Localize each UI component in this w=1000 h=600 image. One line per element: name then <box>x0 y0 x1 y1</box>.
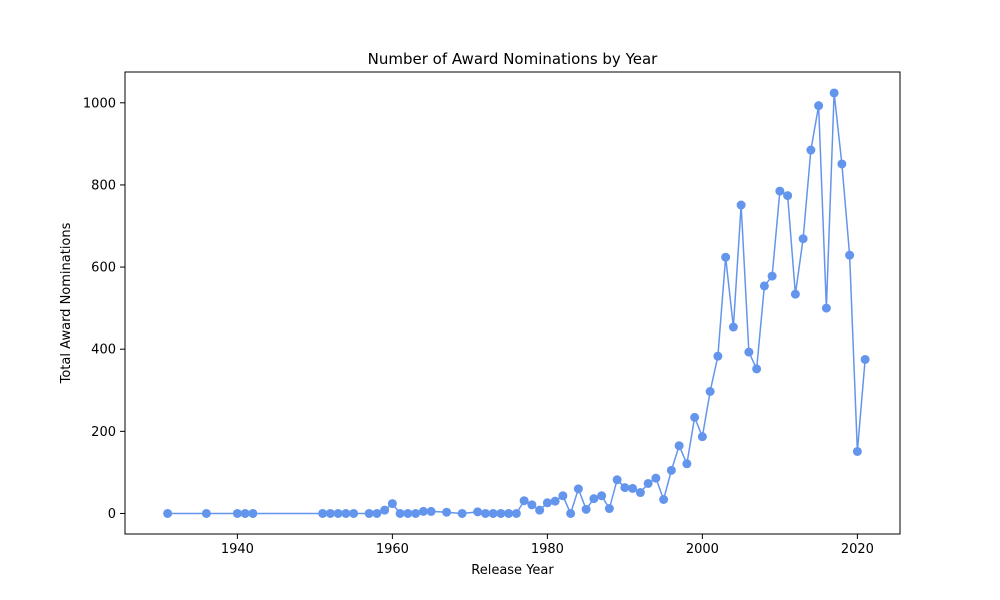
data-point <box>783 191 793 201</box>
data-point <box>473 507 483 517</box>
data-point <box>643 478 653 488</box>
data-point <box>806 145 816 155</box>
data-point <box>589 494 599 504</box>
x-tick-label: 2020 <box>841 542 874 557</box>
y-tick-label: 800 <box>91 178 116 193</box>
data-point <box>333 508 343 518</box>
data-point <box>380 505 390 515</box>
data-point <box>558 491 568 501</box>
data-point <box>511 508 521 518</box>
data-point <box>519 496 529 506</box>
data-point <box>821 303 831 313</box>
data-point <box>426 506 436 516</box>
data-point <box>442 507 452 517</box>
data-point <box>232 508 242 518</box>
data-point <box>403 508 413 518</box>
data-point <box>240 508 250 518</box>
data-point <box>728 322 738 332</box>
data-point <box>767 271 777 281</box>
x-tick-label: 1960 <box>376 542 409 557</box>
data-point <box>775 186 785 196</box>
data-point <box>682 459 692 469</box>
data-point <box>341 508 351 518</box>
data-point <box>612 475 622 485</box>
x-axis-ticks: 1940 1960 1980 2000 2020 <box>221 534 874 557</box>
data-point <box>759 281 769 291</box>
y-tick-label: 600 <box>91 261 116 276</box>
data-point <box>829 88 839 98</box>
data-point <box>581 504 591 514</box>
data-point <box>721 252 731 262</box>
data-point <box>752 364 762 374</box>
data-point <box>550 496 560 506</box>
data-point <box>573 484 583 494</box>
data-point <box>504 508 514 518</box>
x-axis-title: Release Year <box>471 563 554 578</box>
data-point <box>852 446 862 456</box>
data-point <box>248 508 258 518</box>
x-tick-label: 2000 <box>686 542 719 557</box>
data-point <box>790 289 800 299</box>
data-point <box>163 508 173 518</box>
y-tick-label: 0 <box>108 507 116 522</box>
data-point <box>597 491 607 501</box>
data-point <box>418 506 428 516</box>
data-point <box>690 412 700 422</box>
data-point <box>535 505 545 515</box>
chart-title: Number of Award Nominations by Year <box>368 50 659 68</box>
y-tick-label: 200 <box>91 425 116 440</box>
data-point <box>364 508 374 518</box>
data-point <box>674 441 684 451</box>
data-point <box>666 465 676 475</box>
data-point <box>635 488 645 498</box>
y-axis-title: Total Award Nominations <box>59 222 74 384</box>
data-point <box>697 432 707 442</box>
data-point <box>395 508 405 518</box>
data-point <box>604 504 614 514</box>
plot-area <box>125 72 900 534</box>
data-point <box>798 234 808 244</box>
data-point <box>860 354 870 364</box>
data-point <box>457 508 467 518</box>
data-point <box>713 351 723 361</box>
data-point <box>349 508 359 518</box>
data-point <box>628 483 638 493</box>
y-tick-label: 400 <box>91 343 116 358</box>
data-point <box>387 499 397 509</box>
data-point <box>480 508 490 518</box>
data-point <box>201 508 211 518</box>
data-point <box>325 508 335 518</box>
data-point <box>705 387 715 396</box>
data-point <box>845 250 855 260</box>
x-tick-label: 1940 <box>221 542 254 557</box>
data-point <box>411 508 421 518</box>
data-point <box>372 508 382 518</box>
series-layer <box>163 88 870 518</box>
data-point <box>527 500 537 510</box>
data-point <box>659 495 669 504</box>
data-point <box>566 508 576 518</box>
data-point <box>620 483 630 493</box>
y-axis-ticks: 0 200 400 600 800 1000 <box>83 96 125 522</box>
data-point <box>496 508 506 518</box>
data-point <box>542 498 552 508</box>
y-tick-label: 1000 <box>83 96 116 111</box>
data-point <box>488 508 498 518</box>
data-point <box>814 101 824 111</box>
data-point <box>837 159 847 169</box>
plot-frame <box>124 71 901 535</box>
data-point <box>736 200 746 210</box>
data-point <box>651 473 661 483</box>
data-point <box>744 347 754 357</box>
data-point <box>318 508 328 518</box>
x-tick-label: 1980 <box>531 542 564 557</box>
